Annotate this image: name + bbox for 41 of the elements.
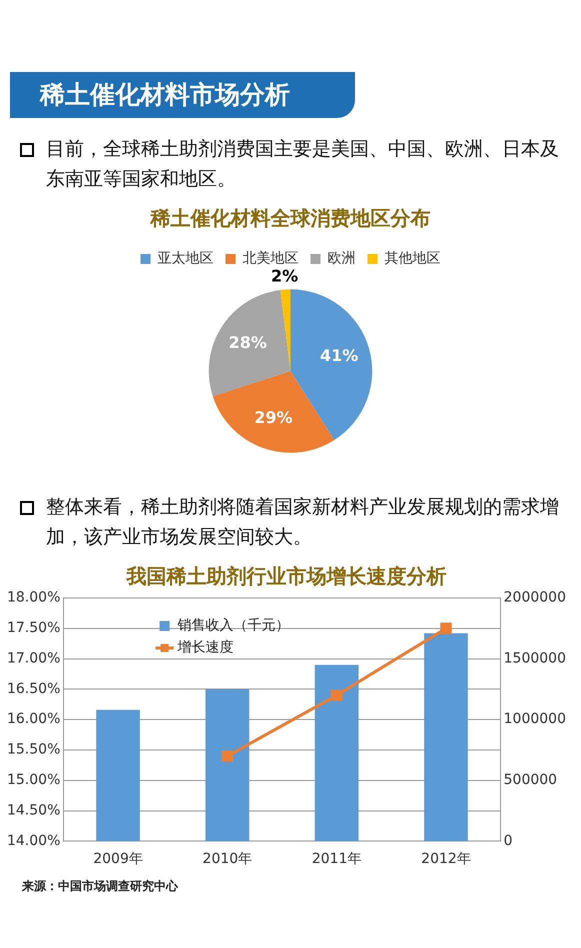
- text: 整体来看，稀土助剂将随着国家新材料产业发展规划的需求增加，该产业市场发展空间较大。: [45, 495, 560, 550]
- text: 稀土催化材料市场分析: [10, 72, 355, 118]
- legend-label: 其他地区: [384, 250, 440, 267]
- y-tick-label: 17.50%: [6, 620, 60, 636]
- x-tick-label: 2011年: [312, 851, 362, 868]
- point: [330, 690, 342, 702]
- x-tick-label: 2009年: [93, 851, 143, 868]
- bar: [424, 633, 468, 842]
- bar: [314, 664, 359, 842]
- chart-title: 稀土催化材料全球消费地区分布: [150, 206, 430, 230]
- data-label: 29%: [254, 408, 292, 427]
- bar: [205, 689, 250, 842]
- text: 目前，全球稀土助剂消费国主要是美国、中国、欧洲、日本及东南亚等国家和地区。: [45, 137, 560, 192]
- y2-tick-label: 500000: [504, 772, 558, 788]
- y-tick-label: 15.00%: [6, 772, 60, 788]
- y-tick-label: 14.00%: [6, 832, 60, 849]
- source-note: 来源：中国市场调查研究中心: [22, 878, 180, 895]
- y-tick-label: 14.50%: [6, 802, 60, 818]
- y2-tick-label: 1500000: [504, 650, 566, 666]
- y2-tick-label: 0: [504, 832, 513, 849]
- legend-label: 北美地区: [242, 250, 298, 267]
- y-tick-label: 16.50%: [6, 680, 60, 697]
- data-label: 2%: [271, 266, 298, 286]
- y-tick-label: 18.00%: [6, 590, 60, 606]
- y-tick-label: 16.00%: [6, 711, 60, 728]
- legend-label: 亚太地区: [158, 250, 214, 267]
- data-label: 41%: [320, 346, 358, 366]
- y-tick-label: 15.50%: [6, 742, 60, 758]
- chart-title: 我国稀土助剂行业市场增长速度分析: [126, 564, 446, 588]
- bar: [96, 710, 140, 842]
- y2-tick-label: 1000000: [504, 711, 566, 728]
- data-label: 28%: [228, 333, 267, 352]
- legend-label: 销售收入（千元）: [176, 618, 290, 634]
- legend-label: 增长速度: [176, 640, 234, 656]
- legend-label: 欧洲: [328, 250, 356, 267]
- point: [440, 622, 452, 634]
- x-tick-label: 2012年: [421, 851, 471, 868]
- x-tick-label: 2010年: [202, 851, 252, 868]
- point: [222, 750, 234, 762]
- y2-tick-label: 2000000: [504, 590, 566, 606]
- y-tick-label: 17.00%: [6, 650, 60, 666]
